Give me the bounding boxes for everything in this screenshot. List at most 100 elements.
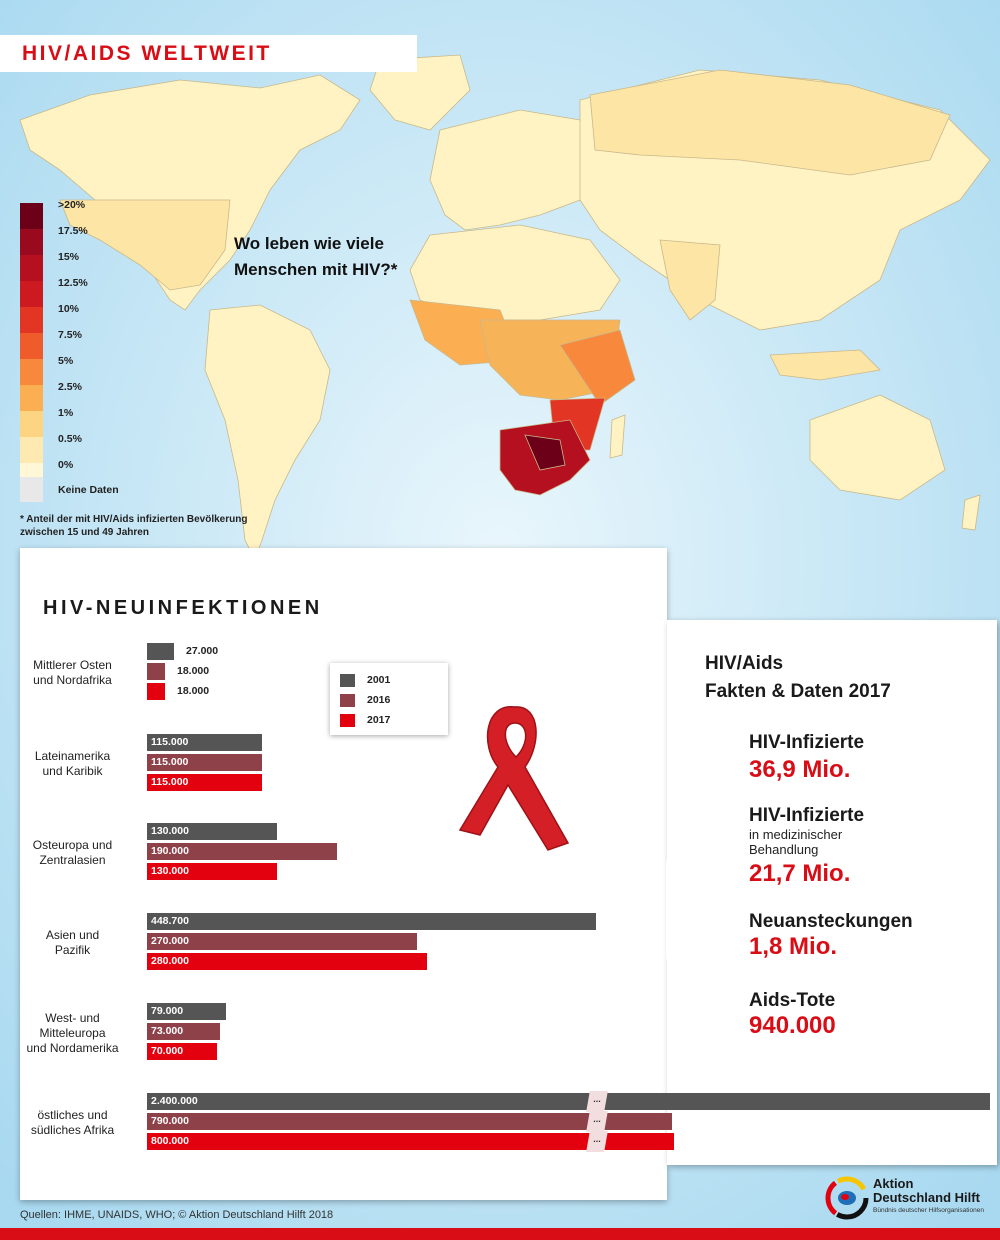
bar-value-label: 448.700 — [151, 915, 189, 927]
bar-value-label: 130.000 — [151, 825, 189, 837]
bar-value-label: 70.000 — [151, 1045, 184, 1057]
bar-value-label: 2.400.000 — [151, 1095, 198, 1107]
region-label-line: und Nordamerika — [26, 1040, 119, 1055]
indonesia — [769, 349, 881, 381]
bar-2001 — [147, 734, 262, 751]
axis-break-marker: ... — [586, 1131, 608, 1152]
chart-legend-label: 2001 — [367, 674, 391, 686]
bar-2001 — [147, 1003, 226, 1020]
chart-legend-label: 2017 — [367, 714, 391, 726]
greenland — [369, 54, 471, 131]
legend-label: 2.5% — [58, 381, 82, 393]
legend-label: 17.5% — [58, 225, 88, 237]
sources-text: Quellen: IHME, UNAIDS, WHO; © Aktion Deu… — [20, 1209, 334, 1221]
region-label-line: Lateinamerika — [34, 749, 111, 763]
bar-value-label: 115.000 — [151, 756, 189, 768]
bar-value-label: 270.000 — [151, 935, 189, 947]
bar-2016 — [147, 663, 165, 680]
red-ribbon-icon — [458, 706, 570, 851]
new-zealand — [961, 494, 981, 531]
region-label-line: südliches Afrika — [30, 1123, 115, 1137]
legend-label: 7.5% — [58, 329, 82, 341]
facts-title: HIV/Aids Fakten & Daten 2017 — [705, 650, 891, 706]
bar-value-label: 18.000 — [176, 685, 210, 697]
region-label: West- und Mitteleuropa und Nordamerika — [15, 1011, 130, 1056]
madagascar — [609, 414, 626, 459]
bar-2016 — [147, 1113, 673, 1130]
fact-label-deaths: Aids-Tote — [749, 990, 836, 1011]
bar-value-label: 130.000 — [151, 865, 189, 877]
region-label-line: Zentralasien — [39, 853, 106, 867]
region-label: Lateinamerika und Karibik — [15, 749, 130, 779]
legend-label: 0.5% — [58, 433, 82, 445]
fact-sub-treated: in medizinischer Behandlung — [749, 827, 843, 857]
facts-title-line1: HIV/Aids — [705, 653, 784, 674]
region-label-line: östliches und — [37, 1108, 108, 1122]
chart-panel — [20, 548, 667, 1200]
region-label-line: Pazifik — [54, 943, 91, 957]
map-question: Wo leben wie viele Menschen mit HIV?* — [234, 234, 398, 279]
bar-2017 — [147, 863, 277, 880]
bar-2001 — [147, 913, 596, 930]
bar-2017 — [147, 1133, 675, 1150]
region-label: östliches und südliches Afrika — [15, 1108, 130, 1138]
bar-2001 — [147, 823, 277, 840]
region-label-line: West- und — [45, 1010, 100, 1025]
page-title: HIV/AIDS WELTWEIT — [22, 42, 272, 65]
europe — [429, 109, 601, 231]
bar-2016 — [147, 843, 337, 860]
legend-label: 5% — [58, 355, 74, 367]
chart-legend-swatch — [340, 674, 355, 687]
russia — [589, 69, 951, 176]
axis-break-marker: ... — [586, 1111, 608, 1132]
legend-swatch — [20, 359, 43, 385]
bar-value-label: 115.000 — [151, 776, 189, 788]
bar-value-label: 190.000 — [151, 845, 189, 857]
australia — [809, 394, 946, 501]
bar-2017 — [147, 683, 165, 700]
legend-swatch — [20, 411, 43, 437]
legend-swatch — [20, 333, 43, 359]
bar-2016 — [147, 933, 417, 950]
region-label: Mittlerer Osten und Nordafrika — [15, 658, 130, 688]
chart-legend-label: 2016 — [367, 694, 391, 706]
fact-value-new-infections: 1,8 Mio. — [749, 933, 838, 960]
bar-value-label: 73.000 — [151, 1025, 184, 1037]
chart-legend: 2001 2016 2017 — [330, 663, 448, 735]
fact-label-infected: HIV-Infizierte — [749, 732, 865, 753]
south-america — [204, 304, 331, 562]
africa-north — [409, 224, 621, 321]
bar-2017 — [147, 1043, 217, 1060]
legend-swatch — [20, 281, 43, 307]
fact-value-treated: 21,7 Mio. — [749, 860, 851, 887]
india — [659, 239, 721, 321]
bottom-stripe — [0, 1228, 1000, 1240]
bar-value-label: 800.000 — [151, 1135, 189, 1147]
legend-swatch — [20, 385, 43, 411]
bar-2017 — [147, 774, 262, 791]
logo-line1: Aktion — [873, 1176, 914, 1191]
legend-swatch — [20, 203, 43, 229]
fact-value-deaths: 940.000 — [749, 1012, 836, 1039]
bar-value-label: 27.000 — [185, 645, 219, 657]
legend-label: 15% — [58, 251, 80, 263]
bar-value-label: 790.000 — [151, 1115, 189, 1127]
bar-2001 — [147, 643, 174, 660]
region-label-line: Mittlerer Osten — [33, 658, 112, 672]
africa-east — [559, 329, 636, 406]
region-label: Asien und Pazifik — [15, 928, 130, 958]
bar-2017 — [147, 953, 427, 970]
chart-title: HIV-NEUINFEKTIONEN — [43, 597, 323, 619]
chart-legend-swatch — [340, 714, 355, 727]
fact-label-treated: HIV-Infizierte — [749, 805, 865, 826]
region-label: Osteuropa und Zentralasien — [15, 838, 130, 868]
bar-value-label: 280.000 — [151, 955, 189, 967]
legend-swatch — [20, 307, 43, 333]
nodata-swatch — [20, 477, 43, 502]
bar-2016 — [147, 1023, 220, 1040]
logo-tagline: Bündnis deutscher Hilfsorganisationen — [873, 1207, 984, 1214]
legend-label: 10% — [58, 303, 80, 315]
facts-panel-arrow — [666, 860, 698, 960]
region-label-line: Osteuropa und — [32, 838, 113, 852]
region-label-line: Asien und — [45, 928, 100, 942]
